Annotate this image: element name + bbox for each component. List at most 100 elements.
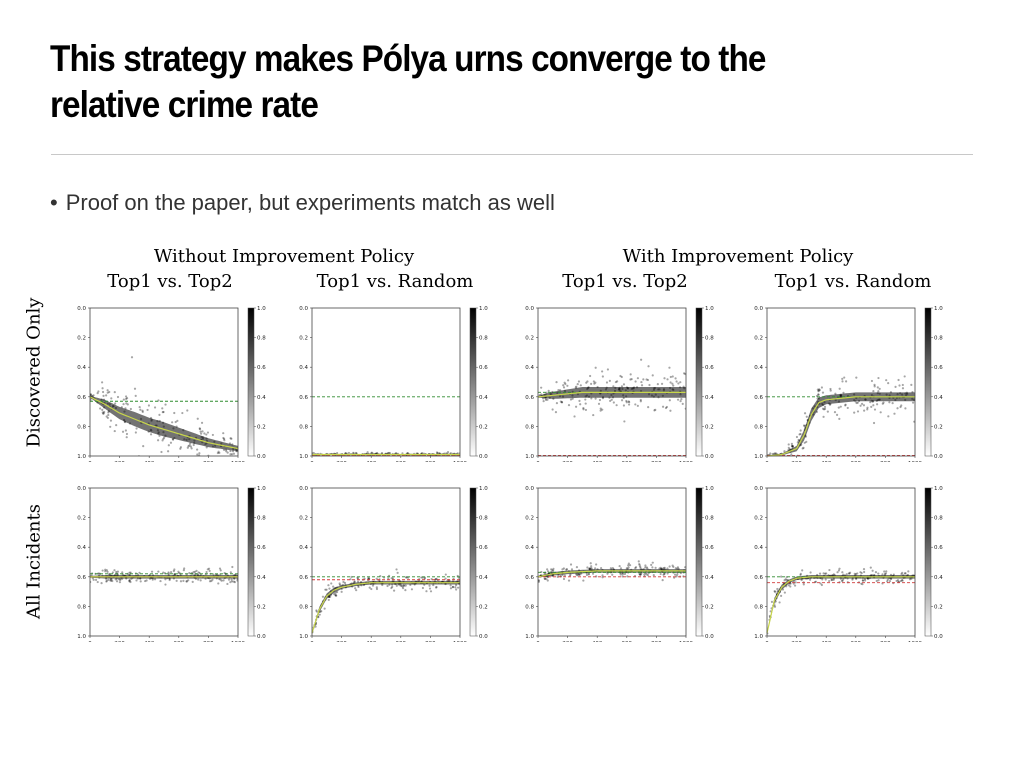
density-dot — [877, 579, 880, 582]
plot-background — [767, 488, 915, 636]
density-dot — [627, 566, 630, 569]
plot-frame — [311, 487, 461, 637]
density-dot — [203, 432, 206, 435]
heatmap-chart-svg: 0.00.20.40.60.81.0020040060080010001.00.… — [77, 306, 266, 462]
y-tick-label: 0.8 — [754, 604, 763, 610]
density-dot — [185, 580, 188, 583]
density-dot — [844, 380, 848, 383]
density-dot — [625, 399, 628, 403]
density-dot — [828, 579, 831, 583]
density-dot — [576, 574, 579, 577]
colorbar-tick-label: 0.8 — [934, 336, 943, 342]
density-dot — [886, 580, 889, 583]
density-dot — [639, 400, 642, 403]
density-dot — [157, 570, 160, 573]
x-tick-label: 200 — [336, 641, 347, 642]
density-dot — [799, 429, 802, 432]
density-dot — [113, 391, 116, 394]
density-dot — [129, 571, 132, 574]
density-dot — [856, 401, 859, 404]
density-dot — [676, 398, 680, 401]
density-dot — [232, 580, 235, 583]
density-dot — [589, 374, 592, 378]
density-dot — [229, 453, 232, 456]
density-dot — [171, 438, 175, 441]
density-dot — [343, 581, 347, 585]
density-dot — [600, 567, 603, 570]
density-dot — [186, 446, 189, 449]
density-dot — [135, 579, 138, 582]
colorbar-tick-label: 0.2 — [705, 424, 714, 430]
panel-all-without-random: 0.00.20.40.60.81.0020040060080010001.00.… — [290, 482, 490, 642]
density-dot — [601, 574, 604, 577]
density-dot — [105, 569, 108, 572]
density-dot — [809, 571, 812, 574]
density-dot — [830, 578, 833, 582]
density-dot — [94, 578, 98, 581]
density-dot — [355, 589, 358, 592]
density-dot — [770, 600, 774, 603]
density-dot — [420, 576, 423, 579]
density-dot — [128, 571, 131, 574]
density-dot — [562, 567, 565, 570]
density-dot — [575, 385, 578, 388]
density-dot — [199, 430, 202, 433]
density-dot — [332, 585, 335, 588]
colorbar-tick-label: 0.4 — [934, 575, 943, 581]
density-dot — [803, 441, 806, 444]
density-dot — [189, 442, 192, 445]
density-dot — [894, 385, 897, 389]
density-dot — [144, 579, 147, 583]
colorbar-tick-label: 0.8 — [479, 516, 488, 522]
density-dot — [201, 430, 204, 433]
colorbar-tick-label: 0.0 — [934, 634, 943, 640]
density-dot — [638, 562, 641, 566]
density-dot — [396, 571, 399, 574]
density-dot — [661, 579, 664, 582]
density-dot — [663, 377, 666, 380]
density-dot — [187, 579, 190, 582]
colorbar-tick-label: 0.2 — [479, 424, 488, 430]
density-dot — [109, 425, 112, 428]
y-tick-label: 0.2 — [525, 336, 534, 342]
density-dot — [175, 579, 178, 582]
density-dot — [179, 446, 183, 449]
y-tick-label: 0.4 — [754, 545, 763, 551]
x-tick-label: 800 — [880, 461, 891, 462]
density-dot — [584, 398, 587, 401]
density-dot — [818, 572, 822, 575]
density-dot — [628, 564, 632, 567]
density-dot — [192, 571, 195, 574]
y-tick-label: 0.6 — [299, 575, 308, 581]
density-dot — [627, 400, 630, 403]
density-dot — [141, 410, 144, 413]
density-dot — [196, 453, 199, 456]
y-tick-label: 0.0 — [299, 486, 308, 492]
density-dot — [101, 390, 105, 394]
density-dot — [911, 401, 915, 404]
density-dot — [160, 450, 163, 454]
x-tick-label: 1000 — [908, 461, 922, 462]
y-tick-label: 1.0 — [525, 454, 534, 460]
density-dot — [619, 567, 623, 570]
density-dot — [774, 590, 777, 593]
density-dot — [570, 568, 574, 571]
density-dot — [229, 449, 232, 453]
density-dot — [881, 402, 884, 405]
density-dot — [638, 564, 641, 567]
density-dot — [179, 447, 182, 450]
density-dot — [198, 427, 201, 430]
density-dot — [669, 375, 672, 379]
density-dot — [182, 569, 185, 572]
density-dot — [90, 393, 93, 396]
mean-line — [537, 570, 686, 578]
x-tick-label: 1000 — [453, 641, 467, 642]
panel-discovered-without-top2: 0.00.20.40.60.81.0020040060080010001.00.… — [68, 302, 268, 462]
density-dot — [444, 573, 447, 576]
density-dot — [230, 580, 234, 583]
density-dot — [563, 381, 566, 384]
density-dot — [877, 390, 880, 393]
density-dot — [873, 408, 877, 411]
density-dot — [638, 572, 641, 575]
y-tick-label: 0.6 — [77, 395, 86, 401]
